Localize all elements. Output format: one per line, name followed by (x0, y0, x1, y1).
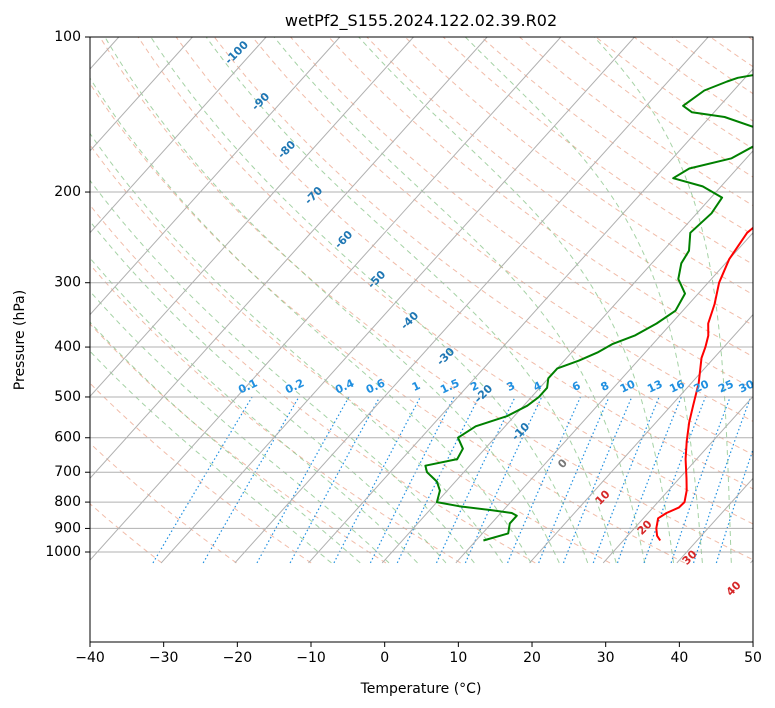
mixing-ratio-line (256, 396, 350, 564)
background-lines (90, 37, 753, 564)
moist-adiabat (90, 179, 475, 564)
isotherm-line (308, 68, 753, 564)
moist-adiabat (104, 37, 560, 564)
mixing-ratio-line (693, 396, 752, 564)
dry-adiabat (90, 503, 163, 564)
x-tick-label: 40 (670, 650, 688, 666)
y-tick-label: 900 (54, 520, 81, 536)
plot-background (90, 37, 753, 642)
isotherm-line (160, 37, 635, 564)
moist-adiabat (90, 350, 332, 564)
mixing-ratio-label: 16 (667, 377, 687, 395)
moist-adiabat (273, 37, 646, 563)
chart-title: wetPf2_S155.2024.122.02.39.R02 (285, 11, 557, 31)
plot-frame (89, 36, 754, 643)
y-tick-label: 800 (54, 494, 81, 510)
mixing-ratio-label: 25 (716, 377, 735, 395)
dry-adiabat (404, 37, 753, 296)
moist-adiabat (358, 37, 674, 563)
x-tick-label: 50 (744, 650, 762, 666)
y-tick-label: 400 (54, 339, 81, 355)
isotherm-line (90, 37, 267, 234)
moist-adiabat (150, 37, 589, 564)
mixing-ratio-label: 10 (618, 377, 638, 395)
isotherm-line (455, 232, 753, 564)
dry-adiabat (328, 37, 753, 358)
temperature-line (655, 226, 753, 542)
isotherm-line (90, 37, 193, 152)
y-tick-label: 300 (54, 275, 81, 291)
x-tick-label: −30 (149, 650, 179, 666)
x-tick-label: 30 (597, 650, 615, 666)
moist-adiabat (90, 220, 447, 564)
mixing-ratio-label: 30 (737, 377, 757, 395)
isotherm-line (90, 37, 562, 561)
x-tick-label: −10 (296, 650, 326, 666)
data-series (424, 74, 753, 542)
mixing-ratio-line (333, 396, 421, 564)
grid-lines (90, 37, 753, 564)
mixing-ratio-line (464, 396, 543, 564)
dry-adiabat (213, 37, 753, 456)
x-tick-label: 10 (449, 650, 467, 666)
x-axis-label: Temperature (°C) (360, 681, 482, 697)
x-tick-label: 20 (523, 650, 541, 666)
y-tick-label: 1000 (45, 544, 81, 560)
x-tick-label: −20 (223, 650, 253, 666)
moist-adiabat (90, 290, 390, 564)
moist-adiabat (90, 77, 532, 564)
mixing-ratio-line (592, 396, 660, 564)
moist-adiabat (90, 321, 361, 564)
moist-adiabat (205, 37, 617, 564)
x-tick-label: −40 (75, 650, 105, 666)
dewpoint-line (424, 74, 753, 542)
y-tick-label: 100 (54, 29, 81, 45)
x-tick-label: 0 (380, 650, 389, 666)
dry-adiabat (90, 144, 611, 564)
dry-adiabat (252, 37, 753, 422)
isotherm-line (90, 37, 341, 316)
isotherm-line (90, 37, 414, 398)
isotherm-line (529, 313, 753, 564)
mixing-ratio-line (616, 396, 682, 564)
moist-adiabat (90, 132, 504, 564)
axis-ticks: −40 −30 −20 −10 0 10 20 30 40 50 100 200 300 400 500 60… (45, 29, 762, 666)
mixing-ratio-line (715, 447, 753, 564)
y-tick-label: 500 (54, 389, 81, 405)
y-tick-label: 600 (54, 430, 81, 446)
mixing-ratio-label: 20 (692, 377, 712, 395)
dry-adiabat (90, 382, 312, 564)
y-tick-label: 200 (54, 184, 81, 200)
mixing-ratio-label: 13 (645, 377, 664, 395)
isotherm-line (602, 395, 753, 564)
y-tick-label: 700 (54, 464, 81, 480)
dry-adiabat (90, 204, 536, 564)
mixing-ratio-line (289, 396, 381, 564)
moist-adiabat (593, 37, 732, 563)
isotherm-line (234, 37, 709, 564)
isotherm-line (90, 37, 488, 480)
dry-adiabat (175, 37, 753, 490)
y-axis-label: Pressure (hPa) (12, 290, 28, 390)
mixing-ratio-line (643, 396, 707, 564)
mixing-ratio-line (152, 396, 253, 564)
isotherm-line (381, 150, 753, 564)
